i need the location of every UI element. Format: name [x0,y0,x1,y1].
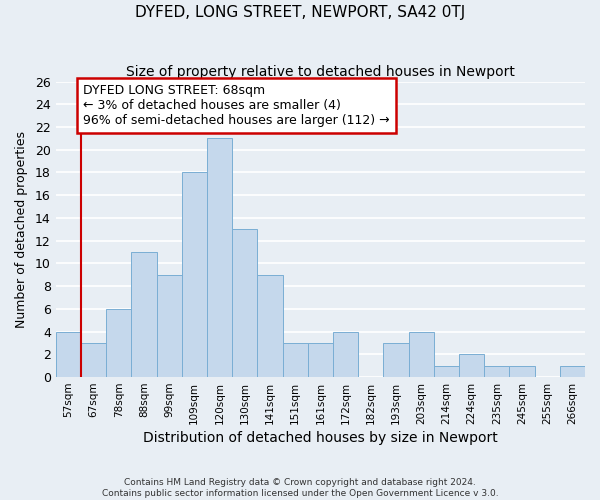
Y-axis label: Number of detached properties: Number of detached properties [15,131,28,328]
Bar [383,343,409,377]
Bar [459,354,484,377]
Bar [283,343,308,377]
Bar [509,366,535,377]
Text: Contains HM Land Registry data © Crown copyright and database right 2024.
Contai: Contains HM Land Registry data © Crown c… [101,478,499,498]
Bar [257,275,283,377]
Bar [182,172,207,377]
Bar [157,275,182,377]
Bar [207,138,232,377]
Bar [484,366,509,377]
Bar [434,366,459,377]
Bar [131,252,157,377]
Bar [308,343,333,377]
Bar [106,309,131,377]
Title: Size of property relative to detached houses in Newport: Size of property relative to detached ho… [126,65,515,79]
Bar [560,366,585,377]
X-axis label: Distribution of detached houses by size in Newport: Distribution of detached houses by size … [143,431,498,445]
Bar [81,343,106,377]
Bar [409,332,434,377]
Text: DYFED LONG STREET: 68sqm
← 3% of detached houses are smaller (4)
96% of semi-det: DYFED LONG STREET: 68sqm ← 3% of detache… [83,84,390,127]
Bar [56,332,81,377]
Bar [333,332,358,377]
Text: DYFED, LONG STREET, NEWPORT, SA42 0TJ: DYFED, LONG STREET, NEWPORT, SA42 0TJ [135,5,465,20]
Bar [232,230,257,377]
